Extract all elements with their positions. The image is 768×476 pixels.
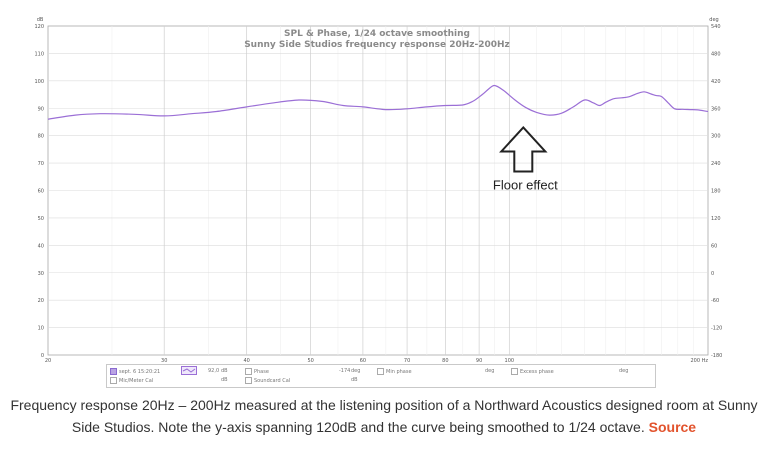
mic-cal-label: Mic/Meter Cal [119,378,154,384]
figure-caption: Frequency response 20Hz – 200Hz measured… [10,394,758,438]
x-tick-label: 200 Hz [690,358,708,364]
y-tick-label: 100 [34,79,44,85]
mic-cal-checkbox[interactable]: Mic/Meter Cal [110,377,153,384]
y-tick-label: 30 [38,271,44,277]
phase-label: Phase [254,369,269,375]
checkbox-icon [245,377,252,384]
source-link[interactable]: Source [648,419,697,435]
floor-effect-arrow-icon [499,125,548,173]
series-line-icon [181,366,197,375]
x-tick-label: 40 [243,358,249,364]
legend-panel: sept. 6 15:20:21 92,0 dB Phase -174 deg … [106,364,656,388]
checkbox-icon [511,368,518,375]
min-phase-label: Min phase [386,369,412,375]
soundcard-cal-label: Soundcard Cal [254,378,291,384]
y2-tick-label: 0 [711,271,714,277]
x-tick-label: 20 [45,358,51,364]
y2-tick-label: -180 [711,353,722,359]
min-phase-unit: deg [485,368,495,374]
y-tick-label: 120 [34,24,44,30]
excess-phase-unit: deg [619,368,629,374]
chart-figure: 0 10 20 30 40 50 60 70 80 90 100 110 120 -180 -120 -60 0… [34,17,722,388]
y-tick-label: 110 [34,51,44,57]
chart-area: 0 10 20 30 40 50 60 70 80 90 100 110 120 -180 -120 -60 0… [34,17,722,364]
checkbox-icon [110,377,117,384]
min-phase-checkbox[interactable]: Min phase [377,368,412,375]
y-tick-label: 60 [38,189,44,195]
y2-tick-label: 360 [711,106,721,112]
y-tick-label: 50 [38,216,44,222]
y-axis-unit-left: dB [37,17,44,23]
floor-effect-annotation: Floor effect [493,177,558,192]
x-tick-label: 90 [476,358,482,364]
y2-tick-label: 180 [711,189,721,195]
legend-series-name: sept. 6 15:20:21 [119,369,161,375]
legend-value-unit: dB [221,368,228,374]
y-tick-label: 90 [38,106,44,112]
y-tick-label: 40 [38,243,44,249]
phase-checkbox[interactable]: Phase [245,368,269,375]
y2-tick-label: 480 [711,51,721,57]
y-axis-unit-right: deg [709,17,718,23]
x-tick-label: 50 [307,358,313,364]
phase-unit: deg [351,368,361,374]
spl-curve [47,84,709,120]
y2-tick-label: 240 [711,161,721,167]
mic-cal-unit: dB [221,377,228,383]
x-tick-label: 80 [442,358,448,364]
phase-value: -174 [339,368,351,374]
y2-tick-label: 120 [711,216,721,222]
x-tick-label: 100 [505,358,515,364]
y-tick-label: 10 [38,326,44,332]
y-tick-label: 80 [38,134,44,140]
soundcard-cal-checkbox[interactable]: Soundcard Cal [245,377,290,384]
y-tick-label: 0 [41,353,44,359]
chart-subtitle: Sunny Side Studios frequency response 20… [244,40,510,50]
checkbox-checked-icon [110,368,117,375]
y-tick-label: 70 [38,161,44,167]
excess-phase-checkbox[interactable]: Excess phase [511,368,554,375]
x-tick-label: 60 [360,358,366,364]
checkbox-icon [245,368,252,375]
y2-tick-label: 540 [711,24,721,30]
y2-tick-label: -120 [711,326,722,332]
x-tick-label: 70 [404,358,410,364]
checkbox-icon [377,368,384,375]
excess-phase-label: Excess phase [520,369,554,375]
y2-tick-label: 300 [711,134,721,140]
y2-tick-label: 420 [711,79,721,85]
legend-value: 92,0 [208,368,220,374]
x-tick-label: 30 [161,358,167,364]
series-color-swatch[interactable] [181,366,197,377]
soundcard-cal-unit: dB [351,377,358,383]
y2-tick-label: 60 [711,243,717,249]
y-tick-label: 20 [38,298,44,304]
legend-series-checkbox[interactable]: sept. 6 15:20:21 [110,368,160,375]
y2-tick-label: -60 [711,298,719,304]
chart-title: SPL & Phase, 1/24 octave smoothing [284,29,470,39]
caption-text: Frequency response 20Hz – 200Hz measured… [10,397,758,435]
